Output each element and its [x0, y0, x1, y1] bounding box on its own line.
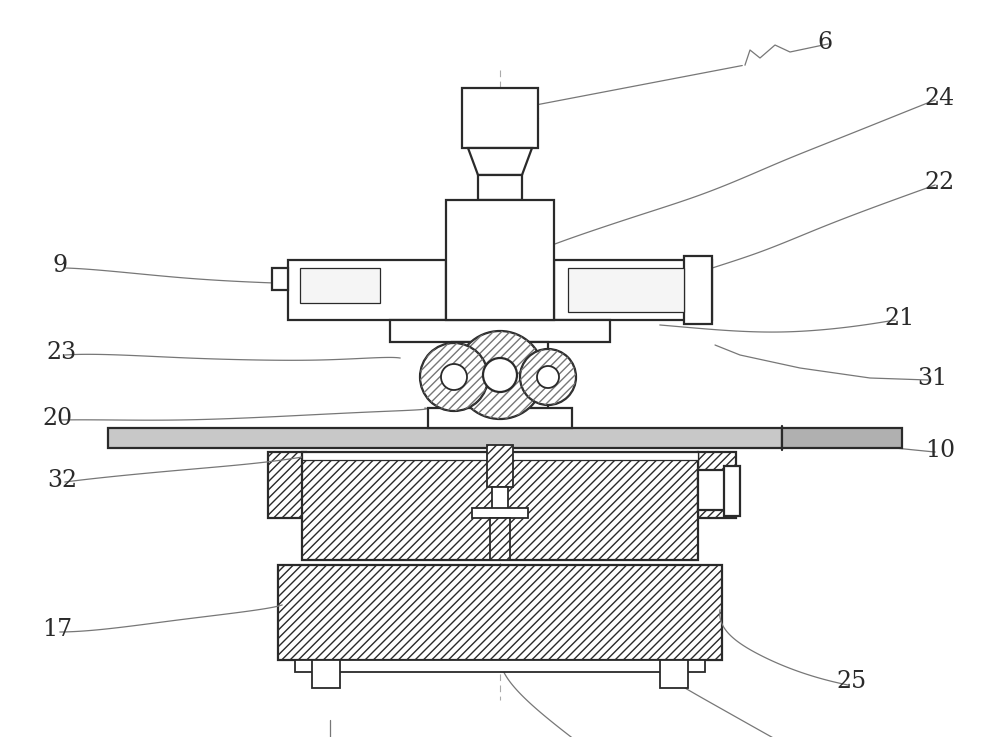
Bar — [312, 660, 340, 688]
Text: 10: 10 — [925, 439, 955, 461]
Bar — [108, 428, 782, 448]
Bar — [428, 408, 572, 428]
Text: 23: 23 — [47, 340, 77, 363]
Text: 6: 6 — [817, 30, 833, 54]
Bar — [660, 660, 688, 688]
Circle shape — [420, 343, 488, 411]
Text: 9: 9 — [52, 254, 68, 276]
Circle shape — [456, 331, 544, 419]
Bar — [472, 508, 528, 518]
Bar — [302, 452, 698, 560]
Text: 21: 21 — [885, 307, 915, 329]
Bar — [492, 487, 508, 509]
Bar — [487, 445, 513, 487]
Bar — [698, 452, 736, 518]
Bar — [268, 452, 306, 518]
Text: 24: 24 — [925, 86, 955, 110]
Circle shape — [537, 366, 559, 388]
Bar — [302, 452, 698, 460]
Text: 20: 20 — [42, 407, 72, 430]
Bar — [295, 660, 705, 672]
Bar — [478, 175, 522, 200]
Circle shape — [520, 349, 576, 405]
Bar — [300, 268, 380, 303]
Circle shape — [483, 358, 517, 392]
Bar — [782, 428, 902, 448]
Bar — [554, 260, 712, 320]
Circle shape — [441, 364, 467, 390]
Bar — [684, 256, 712, 324]
Bar — [462, 88, 538, 148]
Bar — [446, 200, 554, 320]
Bar — [452, 342, 548, 412]
Bar — [490, 518, 510, 560]
Text: 22: 22 — [925, 170, 955, 194]
Polygon shape — [468, 148, 532, 175]
Bar — [272, 268, 288, 290]
Bar — [724, 466, 740, 516]
Text: 25: 25 — [837, 671, 867, 694]
Bar — [288, 260, 446, 320]
Text: 32: 32 — [47, 469, 77, 492]
Text: 31: 31 — [917, 366, 947, 389]
Bar — [568, 268, 684, 312]
Bar — [390, 320, 610, 342]
Bar — [698, 470, 730, 510]
Text: 17: 17 — [42, 618, 72, 641]
Bar — [278, 565, 722, 660]
